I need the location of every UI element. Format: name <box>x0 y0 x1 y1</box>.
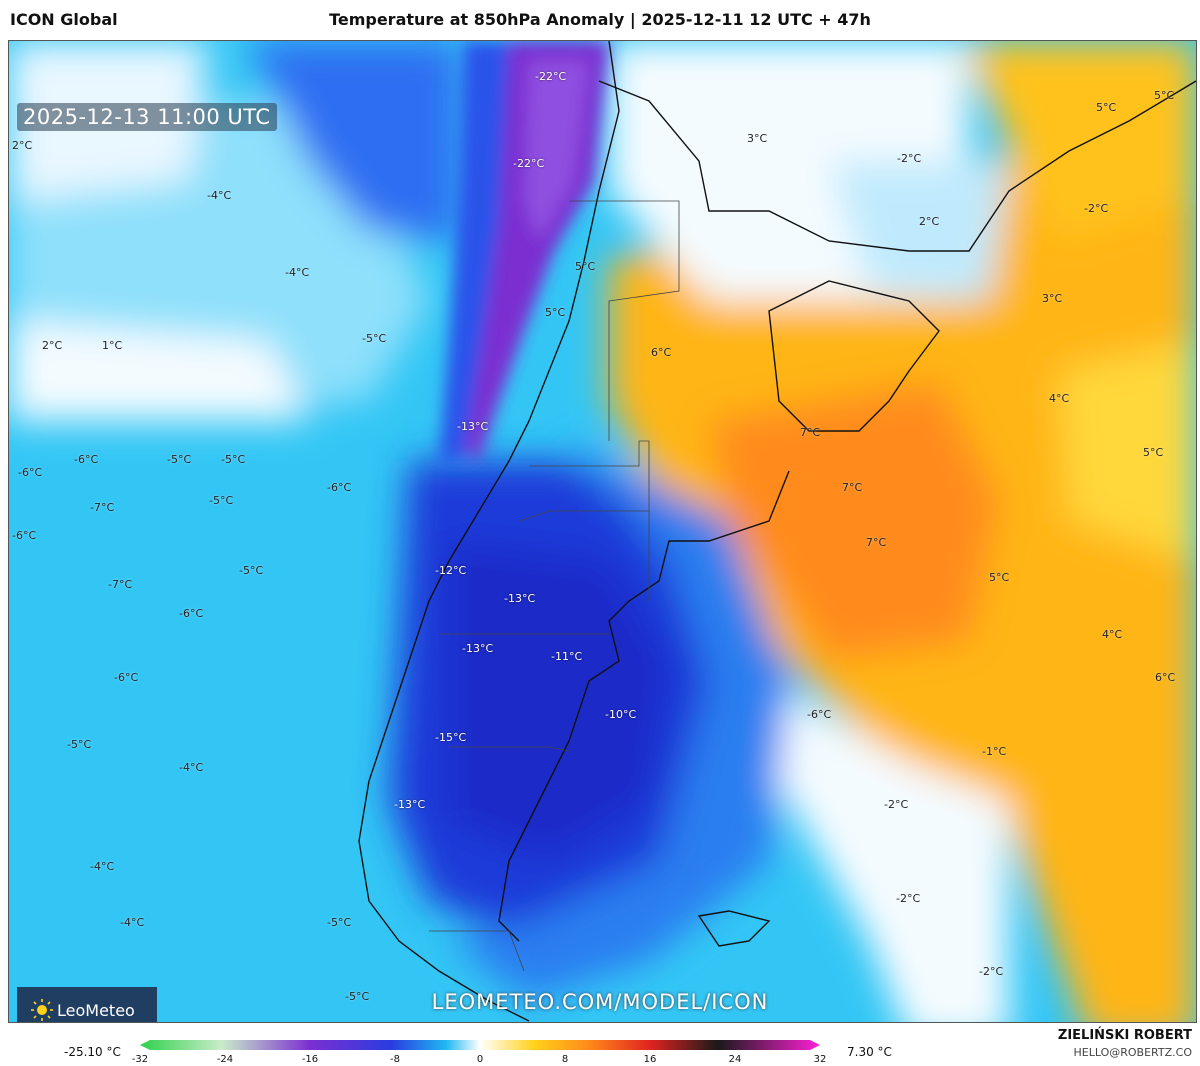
temperature-label: -13°C <box>462 642 494 655</box>
temperature-label: -6°C <box>74 453 99 466</box>
legend-tick: -24 <box>216 1054 234 1065</box>
temperature-label: -15°C <box>435 731 467 744</box>
temperature-label: 1°C <box>102 339 123 352</box>
temperature-label: 5°C <box>989 571 1010 584</box>
temperature-label: -13°C <box>504 592 536 605</box>
temperature-label: -5°C <box>327 916 352 929</box>
logo-text: LeoMeteo <box>57 1001 135 1020</box>
temperature-label: -4°C <box>120 916 145 929</box>
map-title: Temperature at 850hPa Anomaly | 2025-12-… <box>329 10 871 29</box>
temperature-label: 3°C <box>747 132 768 145</box>
temperature-label: 7°C <box>866 536 887 549</box>
temperature-label: -22°C <box>535 70 567 83</box>
legend-tick: -16 <box>301 1054 319 1065</box>
map-panel[interactable]: 2025-12-13 11:00 UTC -22°C -22°C 2°C -4°C -4… <box>8 40 1197 1023</box>
temperature-label: 5°C <box>1096 101 1117 114</box>
temperature-label: -1°C <box>982 745 1007 758</box>
temperature-label: -4°C <box>90 860 115 873</box>
temperature-label: 5°C <box>1143 446 1164 459</box>
temperature-label: 4°C <box>1049 392 1070 405</box>
leometeo-logo[interactable]: LeoMeteo <box>17 987 157 1022</box>
author-email[interactable]: HELLO@ROBERTZ.CO <box>1073 1046 1192 1059</box>
temperature-label: -13°C <box>394 798 426 811</box>
anomaly-map <box>9 41 1196 1022</box>
temperature-label: -6°C <box>18 466 43 479</box>
valid-time-stamp: 2025-12-13 11:00 UTC <box>17 103 277 131</box>
legend-tick: -32 <box>131 1054 149 1065</box>
temperature-label: -13°C <box>457 420 489 433</box>
temperature-label: -7°C <box>108 578 133 591</box>
temperature-label: 6°C <box>1155 671 1176 684</box>
temperature-label: -6°C <box>179 607 204 620</box>
temperature-label: 2°C <box>42 339 63 352</box>
legend-max-label: 7.30 °C <box>847 1045 892 1059</box>
temperature-label: 5°C <box>575 260 596 273</box>
author-name: ZIELIŃSKI ROBERT <box>1057 1028 1192 1043</box>
legend-tick: 16 <box>643 1054 657 1065</box>
temperature-label: -6°C <box>327 481 352 494</box>
site-url[interactable]: LEOMETEO.COM/MODEL/ICON <box>431 990 769 1014</box>
temperature-label: -22°C <box>513 157 545 170</box>
temperature-label: 4°C <box>1102 628 1123 641</box>
legend-tick: 8 <box>561 1054 569 1065</box>
temperature-label: -2°C <box>884 798 909 811</box>
temperature-label: -4°C <box>207 189 232 202</box>
temperature-label: -5°C <box>67 738 92 751</box>
temperature-label: 5°C <box>1154 89 1175 102</box>
legend-tick: 0 <box>476 1054 484 1065</box>
temperature-label: -5°C <box>345 990 370 1003</box>
sun-icon <box>31 999 53 1021</box>
temperature-label: -6°C <box>114 671 139 684</box>
temperature-label: 7°C <box>800 426 821 439</box>
temperature-label: 6°C <box>651 346 672 359</box>
temperature-label: -5°C <box>209 494 234 507</box>
temperature-label: -5°C <box>362 332 387 345</box>
temperature-label: -6°C <box>12 529 37 542</box>
header: ICON Global Temperature at 850hPa Anomal… <box>0 0 1200 40</box>
temperature-label: 3°C <box>1042 292 1063 305</box>
temperature-label: -2°C <box>979 965 1004 978</box>
legend-min-label: -25.10 °C <box>64 1045 121 1059</box>
legend-tick: 24 <box>728 1054 742 1065</box>
temperature-label: -4°C <box>285 266 310 279</box>
temperature-label: 2°C <box>919 215 940 228</box>
temperature-label: -7°C <box>90 501 115 514</box>
temperature-label: -2°C <box>896 892 921 905</box>
temperature-label: -11°C <box>551 650 583 663</box>
temperature-label: -10°C <box>605 708 637 721</box>
temperature-label: -12°C <box>435 564 467 577</box>
admin-borders <box>429 200 680 972</box>
temperature-label: 7°C <box>842 481 863 494</box>
legend-colorbar <box>140 1040 820 1050</box>
temperature-label: 2°C <box>12 139 33 152</box>
model-name: ICON Global <box>10 10 118 29</box>
temperature-label: -5°C <box>167 453 192 466</box>
temperature-label: -5°C <box>239 564 264 577</box>
coastlines <box>358 41 1196 1022</box>
temperature-label: -4°C <box>179 761 204 774</box>
legend-tick: -8 <box>390 1054 400 1065</box>
temperature-label: -2°C <box>897 152 922 165</box>
legend-tick: 32 <box>813 1054 827 1065</box>
temperature-label: -2°C <box>1084 202 1109 215</box>
temperature-label: 5°C <box>545 306 566 319</box>
temperature-label: -5°C <box>221 453 246 466</box>
temperature-label: -6°C <box>807 708 832 721</box>
